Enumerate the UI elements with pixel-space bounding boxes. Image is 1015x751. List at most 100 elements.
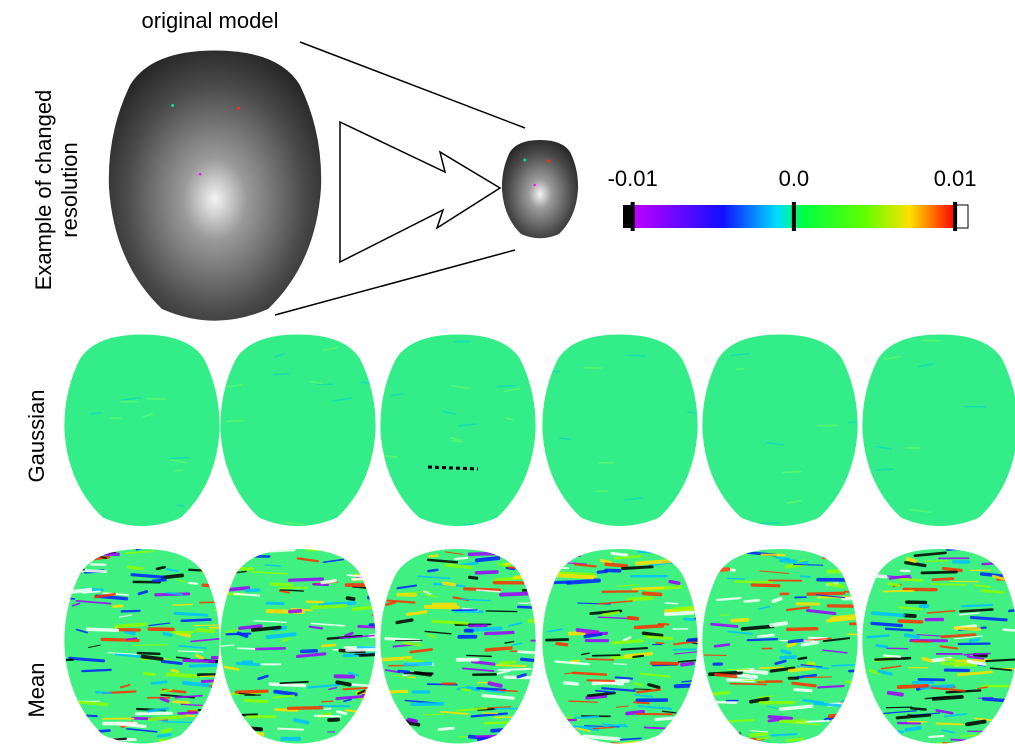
zoom-line: [299, 41, 526, 129]
map-stroke: [386, 599, 416, 604]
map-stroke: [131, 643, 168, 647]
map-stroke: [943, 713, 967, 718]
map-stroke: [268, 682, 307, 688]
map-stroke: [209, 626, 220, 630]
colorbar-tick-label: -0.01: [608, 166, 658, 191]
map-stroke: [169, 456, 190, 460]
map-stroke: [635, 559, 673, 566]
map-stroke: [496, 669, 511, 675]
map-stroke: [1002, 628, 1015, 634]
map-stroke: [199, 601, 220, 604]
map-stroke: [680, 702, 698, 707]
map-stroke: [216, 554, 220, 561]
map-stroke: [428, 554, 439, 558]
map-stroke: [385, 600, 397, 606]
map-stroke: [703, 552, 724, 557]
map-stroke: [796, 673, 818, 679]
map-stroke: [679, 726, 697, 732]
map-stroke: [209, 691, 220, 696]
map-stroke: [307, 683, 341, 689]
map-stroke: [985, 658, 1015, 663]
map-stroke: [800, 663, 823, 668]
map-stroke: [454, 556, 469, 561]
map-stroke: [197, 704, 220, 709]
map-stroke: [793, 688, 813, 693]
map-face: [220, 334, 376, 527]
map-stroke: [817, 424, 838, 427]
map-stroke: [574, 550, 586, 554]
map-stroke: [255, 646, 286, 651]
map-stroke: [290, 607, 313, 612]
map-stroke: [991, 574, 1005, 581]
map-stroke: [767, 715, 794, 721]
map-stroke: [126, 637, 138, 641]
map-stroke: [604, 562, 629, 568]
map-stroke: [713, 643, 731, 648]
map-stroke: [136, 651, 161, 656]
map-stroke: [151, 578, 167, 583]
map-stroke: [533, 568, 536, 574]
map-stroke: [156, 732, 172, 738]
landmark: [198, 173, 202, 176]
map-stroke: [585, 694, 608, 700]
map-stroke: [253, 551, 264, 555]
map-stroke: [481, 712, 499, 715]
map-stroke: [264, 564, 282, 567]
map-stroke: [370, 587, 376, 592]
map-stroke: [257, 674, 269, 681]
map-stroke: [481, 694, 515, 700]
map-stroke: [170, 459, 187, 464]
map-stroke: [896, 683, 929, 689]
map-stroke: [876, 445, 893, 450]
map-stroke: [308, 625, 324, 630]
map-stroke: [426, 558, 459, 564]
map-stroke: [477, 737, 498, 742]
map-stroke: [427, 746, 440, 747]
map-stroke: [392, 551, 419, 557]
map-stroke: [352, 559, 364, 563]
map-stroke: [357, 689, 366, 695]
map-stroke: [165, 672, 198, 679]
map-stroke: [284, 521, 305, 526]
map-stroke: [504, 726, 536, 730]
map-stroke: [806, 661, 817, 667]
map-stroke: [200, 724, 220, 728]
map-stroke: [742, 679, 766, 682]
map-stroke: [437, 726, 455, 731]
map-stroke: [287, 577, 324, 582]
map-stroke: [831, 663, 858, 667]
map-stroke: [965, 719, 987, 727]
map-stroke: [571, 549, 583, 554]
map-stroke: [636, 688, 662, 694]
map-stroke: [874, 729, 904, 734]
map-stroke: [220, 644, 235, 647]
map-stroke: [484, 646, 513, 652]
map-stroke: [774, 659, 787, 666]
map-stroke: [633, 624, 665, 630]
map-stroke: [681, 742, 698, 744]
map-stroke: [85, 627, 120, 633]
map-stroke: [734, 580, 773, 584]
map-stroke: [423, 590, 432, 595]
map-stroke: [155, 565, 166, 571]
map-stroke: [704, 567, 731, 573]
side-label: Example of changed: [31, 90, 56, 291]
map-stroke: [310, 603, 348, 610]
map-stroke: [726, 577, 746, 580]
map-stroke: [787, 638, 804, 644]
map-stroke: [770, 733, 798, 737]
map-stroke: [708, 715, 725, 722]
map-stroke: [516, 673, 527, 679]
map-stroke: [957, 670, 993, 677]
map-stroke: [322, 346, 339, 351]
map-stroke: [521, 565, 536, 570]
map-stroke: [769, 666, 796, 673]
map-face: [64, 334, 220, 527]
map-stroke: [710, 622, 739, 628]
map-stroke: [977, 686, 988, 690]
map-stroke: [806, 591, 846, 596]
map-stroke: [93, 551, 120, 557]
map-stroke: [162, 632, 173, 637]
map-face: [542, 334, 698, 527]
map-stroke: [405, 610, 428, 617]
